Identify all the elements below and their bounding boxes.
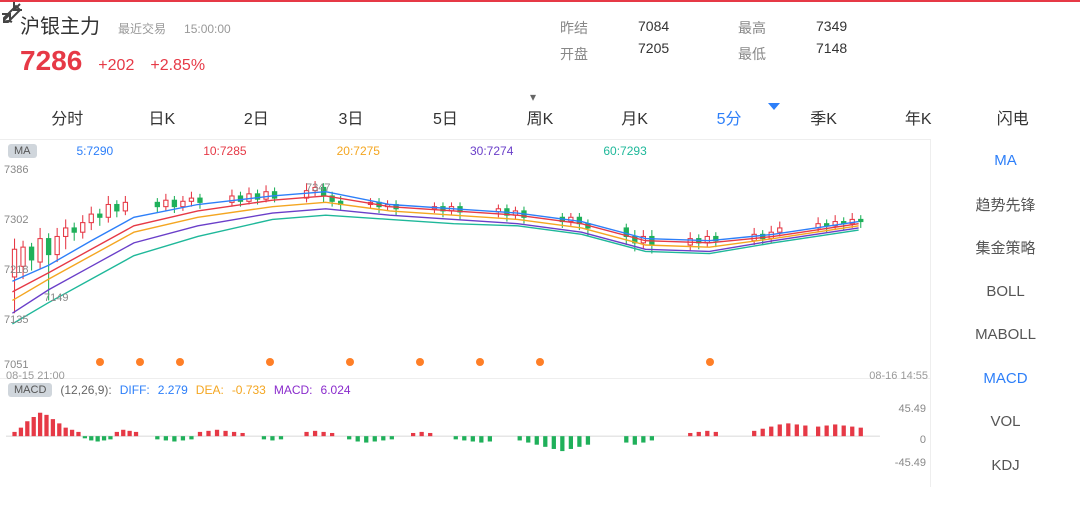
- indicator-KDJ[interactable]: KDJ: [931, 444, 1080, 488]
- price-change-pct: +2.85%: [150, 57, 205, 75]
- x-axis-label: 08-15 21:00: [6, 370, 65, 382]
- prev-close-value: 7084: [638, 18, 688, 34]
- indicator-MABOLL[interactable]: MABOLL: [931, 313, 1080, 357]
- y-axis-label: 7302: [4, 214, 28, 226]
- indicator-VOL[interactable]: VOL: [931, 400, 1080, 444]
- price-change: +202: [98, 57, 134, 75]
- low-value: 7148: [816, 40, 866, 56]
- indicator-sidebar: MA趋势先锋集金策略BOLLMABOLLMACDVOLKDJ: [930, 139, 1080, 487]
- last-trade-time: 15:00:00: [184, 22, 231, 36]
- signal-dot: [536, 358, 544, 366]
- low-label: 最低: [738, 44, 766, 64]
- signal-dot: [136, 358, 144, 366]
- macd-params: (12,26,9):: [60, 383, 111, 397]
- signal-dot: [476, 358, 484, 366]
- open-label: 开盘: [560, 44, 588, 64]
- indicator-BOLL[interactable]: BOLL: [931, 270, 1080, 314]
- tab-闪电[interactable]: 闪电: [965, 101, 1060, 133]
- ma-legend: MA 5:7290 10:7285 20:7275 30:7274 60:7293: [0, 140, 930, 162]
- macd-y-label: 45.49: [898, 403, 926, 415]
- tab-3日[interactable]: 3日: [304, 101, 399, 133]
- macd-dea-label: DEA:: [196, 383, 224, 397]
- tab-日K[interactable]: 日K: [115, 101, 210, 133]
- y-axis-label: 7218: [4, 264, 28, 276]
- indicator-趋势先锋[interactable]: 趋势先锋: [931, 183, 1080, 227]
- macd-y-label: 0: [920, 434, 926, 446]
- y-axis-label: 7386: [4, 164, 28, 176]
- tab-季K[interactable]: 季K: [776, 101, 871, 133]
- macd-dea: -0.733: [232, 383, 266, 397]
- macd-legend: MACD (12,26,9): DIFF: 2.279 DEA: -0.733 …: [0, 378, 930, 401]
- tab-周K[interactable]: 周K: [493, 101, 588, 133]
- tab-分时[interactable]: 分时: [20, 101, 115, 133]
- signal-dot: [416, 358, 424, 366]
- tab-5分[interactable]: 5分: [682, 101, 777, 133]
- y-axis-label: 7135: [4, 314, 28, 326]
- last-trade-label: 最近交易: [118, 20, 166, 37]
- ma-legend-item: 30:7274: [470, 144, 513, 158]
- ma-legend-item: 10:7285: [203, 144, 246, 158]
- open-value: 7205: [638, 40, 688, 56]
- tab-年K[interactable]: 年K: [871, 101, 966, 133]
- ma-legend-item: 20:7275: [337, 144, 380, 158]
- signal-dot: [346, 358, 354, 366]
- price-annotation: 7149: [44, 292, 68, 304]
- tab-5日[interactable]: 5日: [398, 101, 493, 133]
- macd-diff: 2.279: [158, 383, 188, 397]
- macd-diff-label: DIFF:: [120, 383, 150, 397]
- price-chart[interactable]: 738673027218713570517347714908-15 21:000…: [6, 164, 880, 364]
- high-label: 最高: [738, 18, 766, 38]
- macd-macd-label: MACD:: [274, 383, 313, 397]
- ma-legend-item: 5:7290: [77, 144, 114, 158]
- macd-chart[interactable]: 45.490-45.49: [6, 401, 880, 467]
- signal-dot: [176, 358, 184, 366]
- signal-dot: [706, 358, 714, 366]
- macd-macd: 6.024: [321, 383, 351, 397]
- prev-close-label: 昨结: [560, 18, 588, 38]
- signal-dot: [266, 358, 274, 366]
- price-annotation: 7347: [306, 182, 330, 194]
- last-price: 7286: [20, 45, 82, 77]
- macd-tag: MACD: [8, 383, 52, 397]
- indicator-MA[interactable]: MA: [931, 139, 1080, 183]
- timeframe-tabs: 分时日K2日3日5日周K月K5分季K年K闪电: [0, 93, 1080, 139]
- instrument-title: 沪银主力: [20, 10, 100, 39]
- tab-2日[interactable]: 2日: [209, 101, 304, 133]
- ma-tag: MA: [8, 144, 37, 158]
- ma-legend-item: 60:7293: [603, 144, 646, 158]
- signal-dot: [96, 358, 104, 366]
- indicator-MACD[interactable]: MACD: [931, 357, 1080, 401]
- macd-y-label: -45.49: [895, 457, 926, 469]
- indicator-集金策略[interactable]: 集金策略: [931, 226, 1080, 270]
- high-value: 7349: [816, 18, 866, 34]
- tab-月K[interactable]: 月K: [587, 101, 682, 133]
- header: 沪银主力 最近交易 15:00:00 7286 +202 +2.85% 昨结 开…: [0, 2, 1080, 81]
- x-axis-label: 08-16 14:55: [869, 370, 928, 382]
